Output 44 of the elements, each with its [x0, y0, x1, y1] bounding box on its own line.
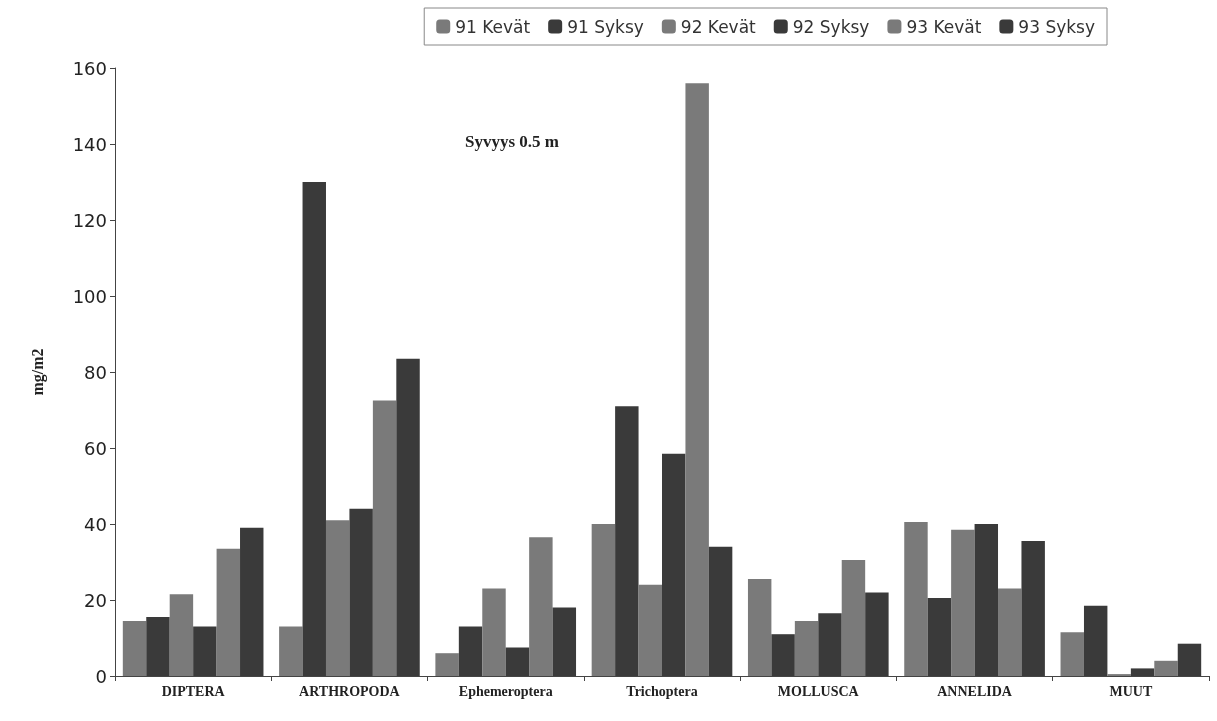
y-axis-title: mg/m2 — [28, 348, 47, 396]
y-tick-label: 20 — [84, 589, 107, 611]
text: Syvyys 0.5 m — [465, 132, 559, 151]
legend-label: 91 Kevät — [455, 16, 531, 37]
legend-label: 91 Syksy — [567, 16, 644, 37]
y-tick-label: 140 — [72, 133, 107, 155]
y-tick-label: 100 — [72, 285, 107, 307]
bar — [216, 548, 241, 676]
x-tick-label: ANNELIDA — [937, 683, 1013, 699]
x-tick-label: MOLLUSCA — [777, 683, 860, 699]
y-tick-label: 0 — [95, 665, 107, 687]
bar — [904, 522, 928, 676]
bar — [638, 584, 662, 676]
y-tick-label: 80 — [84, 361, 107, 383]
bar — [482, 588, 506, 676]
legend-label: 93 Kevät — [906, 16, 982, 37]
x-tick-label: ARTHROPODA — [299, 683, 401, 699]
legend-label: 92 Kevät — [680, 16, 757, 37]
bar — [951, 529, 975, 676]
bar — [685, 83, 709, 676]
bar — [841, 560, 866, 676]
x-tick-label: Trichoptera — [626, 683, 698, 699]
x-tick-label: Ephemeroptera — [458, 683, 553, 699]
y-tick-label: 120 — [72, 209, 107, 231]
bar — [1060, 632, 1084, 676]
x-tick-label: MUUT — [1109, 683, 1153, 699]
y-tick-label: 40 — [84, 513, 107, 535]
bar — [591, 524, 616, 676]
bar — [279, 626, 303, 676]
bar — [998, 588, 1022, 676]
bar — [794, 620, 819, 676]
bar — [325, 520, 350, 676]
bar — [529, 537, 553, 676]
bar — [122, 620, 147, 676]
y-tick-label: 60 — [84, 437, 107, 459]
legend-label: 93 Syksy — [1018, 16, 1096, 37]
legend-label: 92 Syksy — [792, 16, 870, 37]
x-tick-label: DIPTERA — [161, 683, 226, 699]
bar — [169, 594, 194, 676]
bar — [372, 400, 397, 676]
bar — [1154, 660, 1178, 676]
y-tick-label: 160 — [72, 57, 107, 79]
bar — [747, 579, 772, 676]
bar — [435, 653, 459, 676]
